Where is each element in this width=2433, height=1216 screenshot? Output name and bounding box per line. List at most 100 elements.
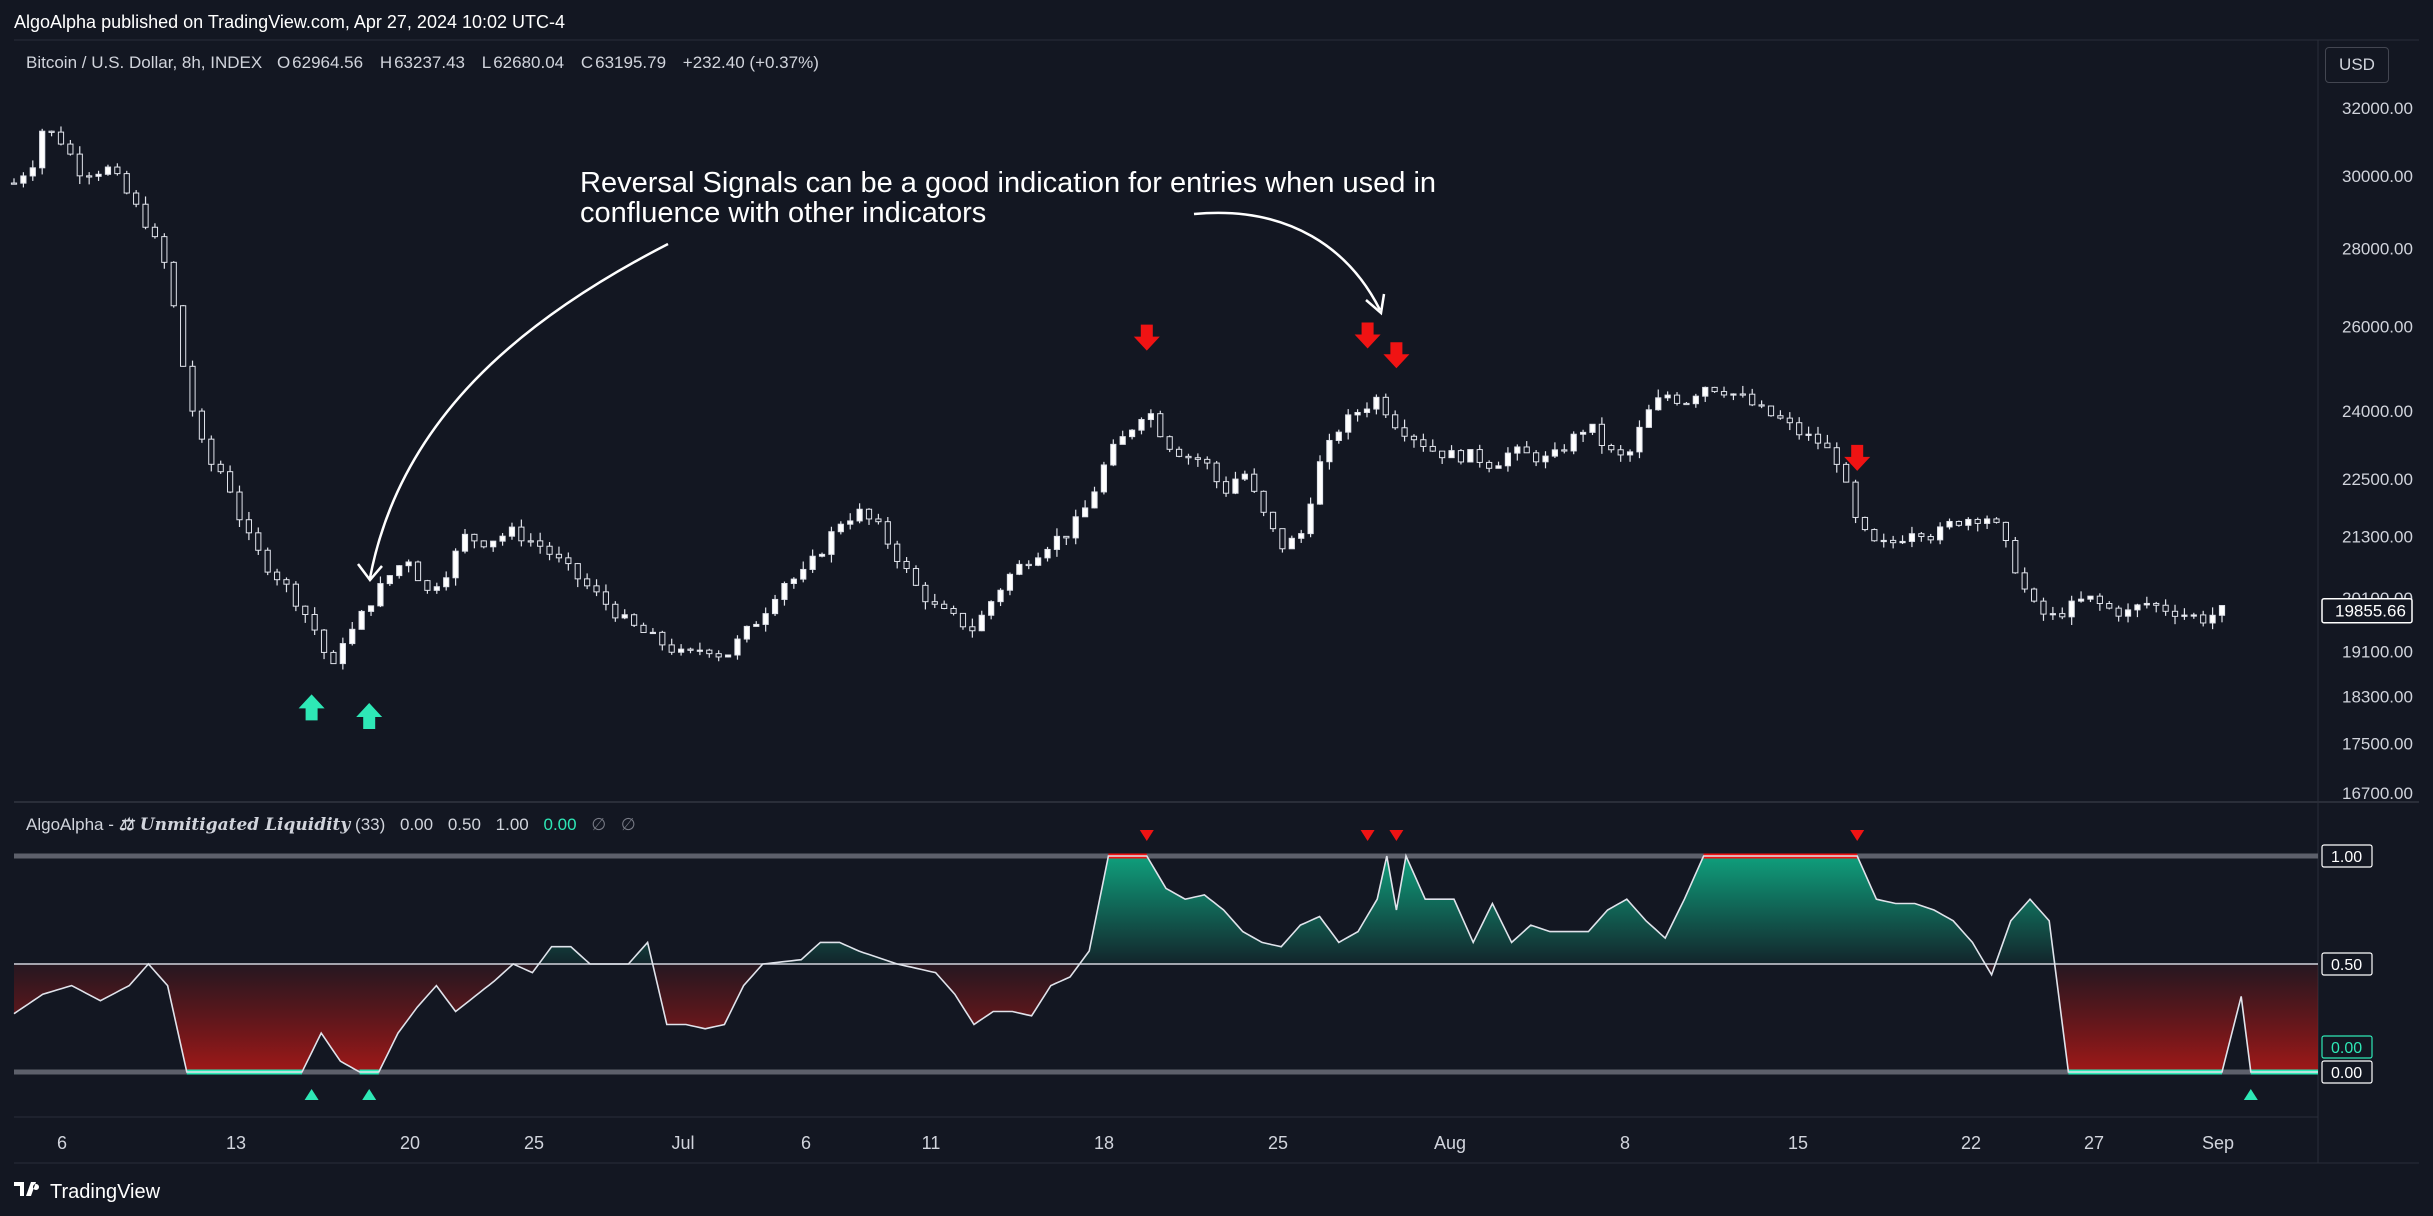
candle-body <box>1053 535 1061 550</box>
time-tick-label: 6 <box>801 1133 811 1153</box>
time-tick-label: 13 <box>226 1133 246 1153</box>
candle-body <box>828 531 835 555</box>
time-tick-label: 15 <box>1788 1133 1808 1153</box>
bearish-reversal-arrow <box>1354 322 1381 349</box>
high-label: H <box>379 53 393 72</box>
price-tick-label: 17500.00 <box>2342 735 2413 754</box>
candle-body <box>856 508 863 522</box>
candle-body <box>1063 535 1070 539</box>
candle-body <box>696 649 703 652</box>
candle-body <box>123 173 130 194</box>
candle-body <box>1476 449 1483 463</box>
candle-body <box>377 583 384 607</box>
currency-button[interactable]: USD <box>2325 47 2389 83</box>
indicator-bull-marker <box>362 1089 377 1100</box>
candle-body <box>1035 557 1042 566</box>
candle-body <box>1213 462 1220 483</box>
candle-body <box>2134 604 2141 611</box>
tradingview-logo-icon <box>14 1180 44 1204</box>
candle-body <box>1110 443 1117 466</box>
candle-body <box>621 614 628 619</box>
footer-brand: TradingView <box>50 1180 161 1203</box>
annotation-arrowhead-right <box>1365 293 1386 316</box>
candle-body <box>894 543 901 562</box>
candle-body <box>593 585 600 593</box>
bearish-reversal-arrow <box>1844 444 1871 471</box>
candle-body <box>1758 404 1765 407</box>
candle-body <box>1626 451 1634 456</box>
indicator-bear-marker <box>1389 830 1404 841</box>
candle-body <box>2115 607 2122 617</box>
candle-body <box>818 553 826 557</box>
candle-body <box>1222 481 1230 494</box>
indicator-name: ⚖ Unmitigated Liquidity <box>118 815 351 835</box>
candle-body <box>2096 595 2103 605</box>
candle-body <box>2030 588 2038 602</box>
candle-body <box>706 649 713 655</box>
candle-body <box>1955 520 1963 526</box>
candle-body <box>1204 458 1211 464</box>
candle-body <box>659 631 666 646</box>
candle-body <box>208 438 215 465</box>
candle-body <box>1298 533 1305 539</box>
candle-body <box>2106 603 2113 609</box>
candle-body <box>1486 461 1493 469</box>
candle-body <box>396 565 403 577</box>
candle-body <box>217 463 224 473</box>
candle-body <box>1138 419 1145 431</box>
candle-body <box>1993 518 2000 523</box>
candle-body <box>471 533 478 542</box>
candle-body <box>57 131 65 145</box>
candle-body <box>771 598 779 615</box>
candle-body <box>1326 439 1333 463</box>
price-tick-label: 19100.00 <box>2342 643 2413 662</box>
candle-body <box>584 578 591 587</box>
candle-body <box>1805 433 1812 436</box>
publisher-line: AlgoAlpha published on TradingView.com, … <box>14 12 566 32</box>
candle-body <box>48 130 55 133</box>
candle-body <box>762 613 769 625</box>
candle-body <box>2190 614 2197 617</box>
candle-body <box>1269 511 1277 530</box>
candle-body <box>1420 439 1427 447</box>
candle-body <box>10 182 18 185</box>
candle-body <box>1608 445 1615 451</box>
candle-body <box>424 580 431 591</box>
candle-body <box>508 526 516 537</box>
candle-body <box>1796 422 1803 436</box>
candle-body <box>988 601 995 616</box>
candle-body <box>574 563 581 580</box>
price-tick-label: 16700.00 <box>2342 784 2413 803</box>
price-tick-label: 22500.00 <box>2342 470 2413 489</box>
candle-body <box>1392 414 1399 429</box>
candle-body <box>273 571 281 581</box>
candle-body <box>1335 431 1342 441</box>
candle-body <box>546 545 553 555</box>
candle-body <box>1194 457 1201 460</box>
candle-body <box>1645 409 1652 428</box>
indicator-legend: AlgoAlpha - ⚖ Unmitigated Liquidity (33)… <box>26 815 636 835</box>
price-tick-label: 24000.00 <box>2342 402 2413 421</box>
candle-body <box>734 638 741 656</box>
candle-body <box>753 623 760 627</box>
candle-body <box>311 614 318 631</box>
candle-body <box>1965 518 1972 526</box>
candle-body <box>349 628 356 645</box>
candle-body <box>527 540 534 543</box>
candle-body <box>1382 396 1389 416</box>
time-tick-label: Sep <box>2202 1133 2234 1153</box>
candle-body <box>1533 452 1540 463</box>
change-value: +232.40 (+0.37%) <box>682 53 819 72</box>
candle-body <box>1908 533 1916 542</box>
candle-body <box>1890 539 1897 544</box>
candle-body <box>1373 396 1380 410</box>
candle-body <box>922 584 929 603</box>
candle-body <box>2209 614 2216 624</box>
candle-body <box>602 591 610 605</box>
candle-body <box>2200 614 2207 624</box>
candle-body <box>1683 402 1690 406</box>
bullish-reversal-arrow <box>356 703 383 730</box>
candle-body <box>1166 436 1173 450</box>
candle-body <box>847 520 854 525</box>
